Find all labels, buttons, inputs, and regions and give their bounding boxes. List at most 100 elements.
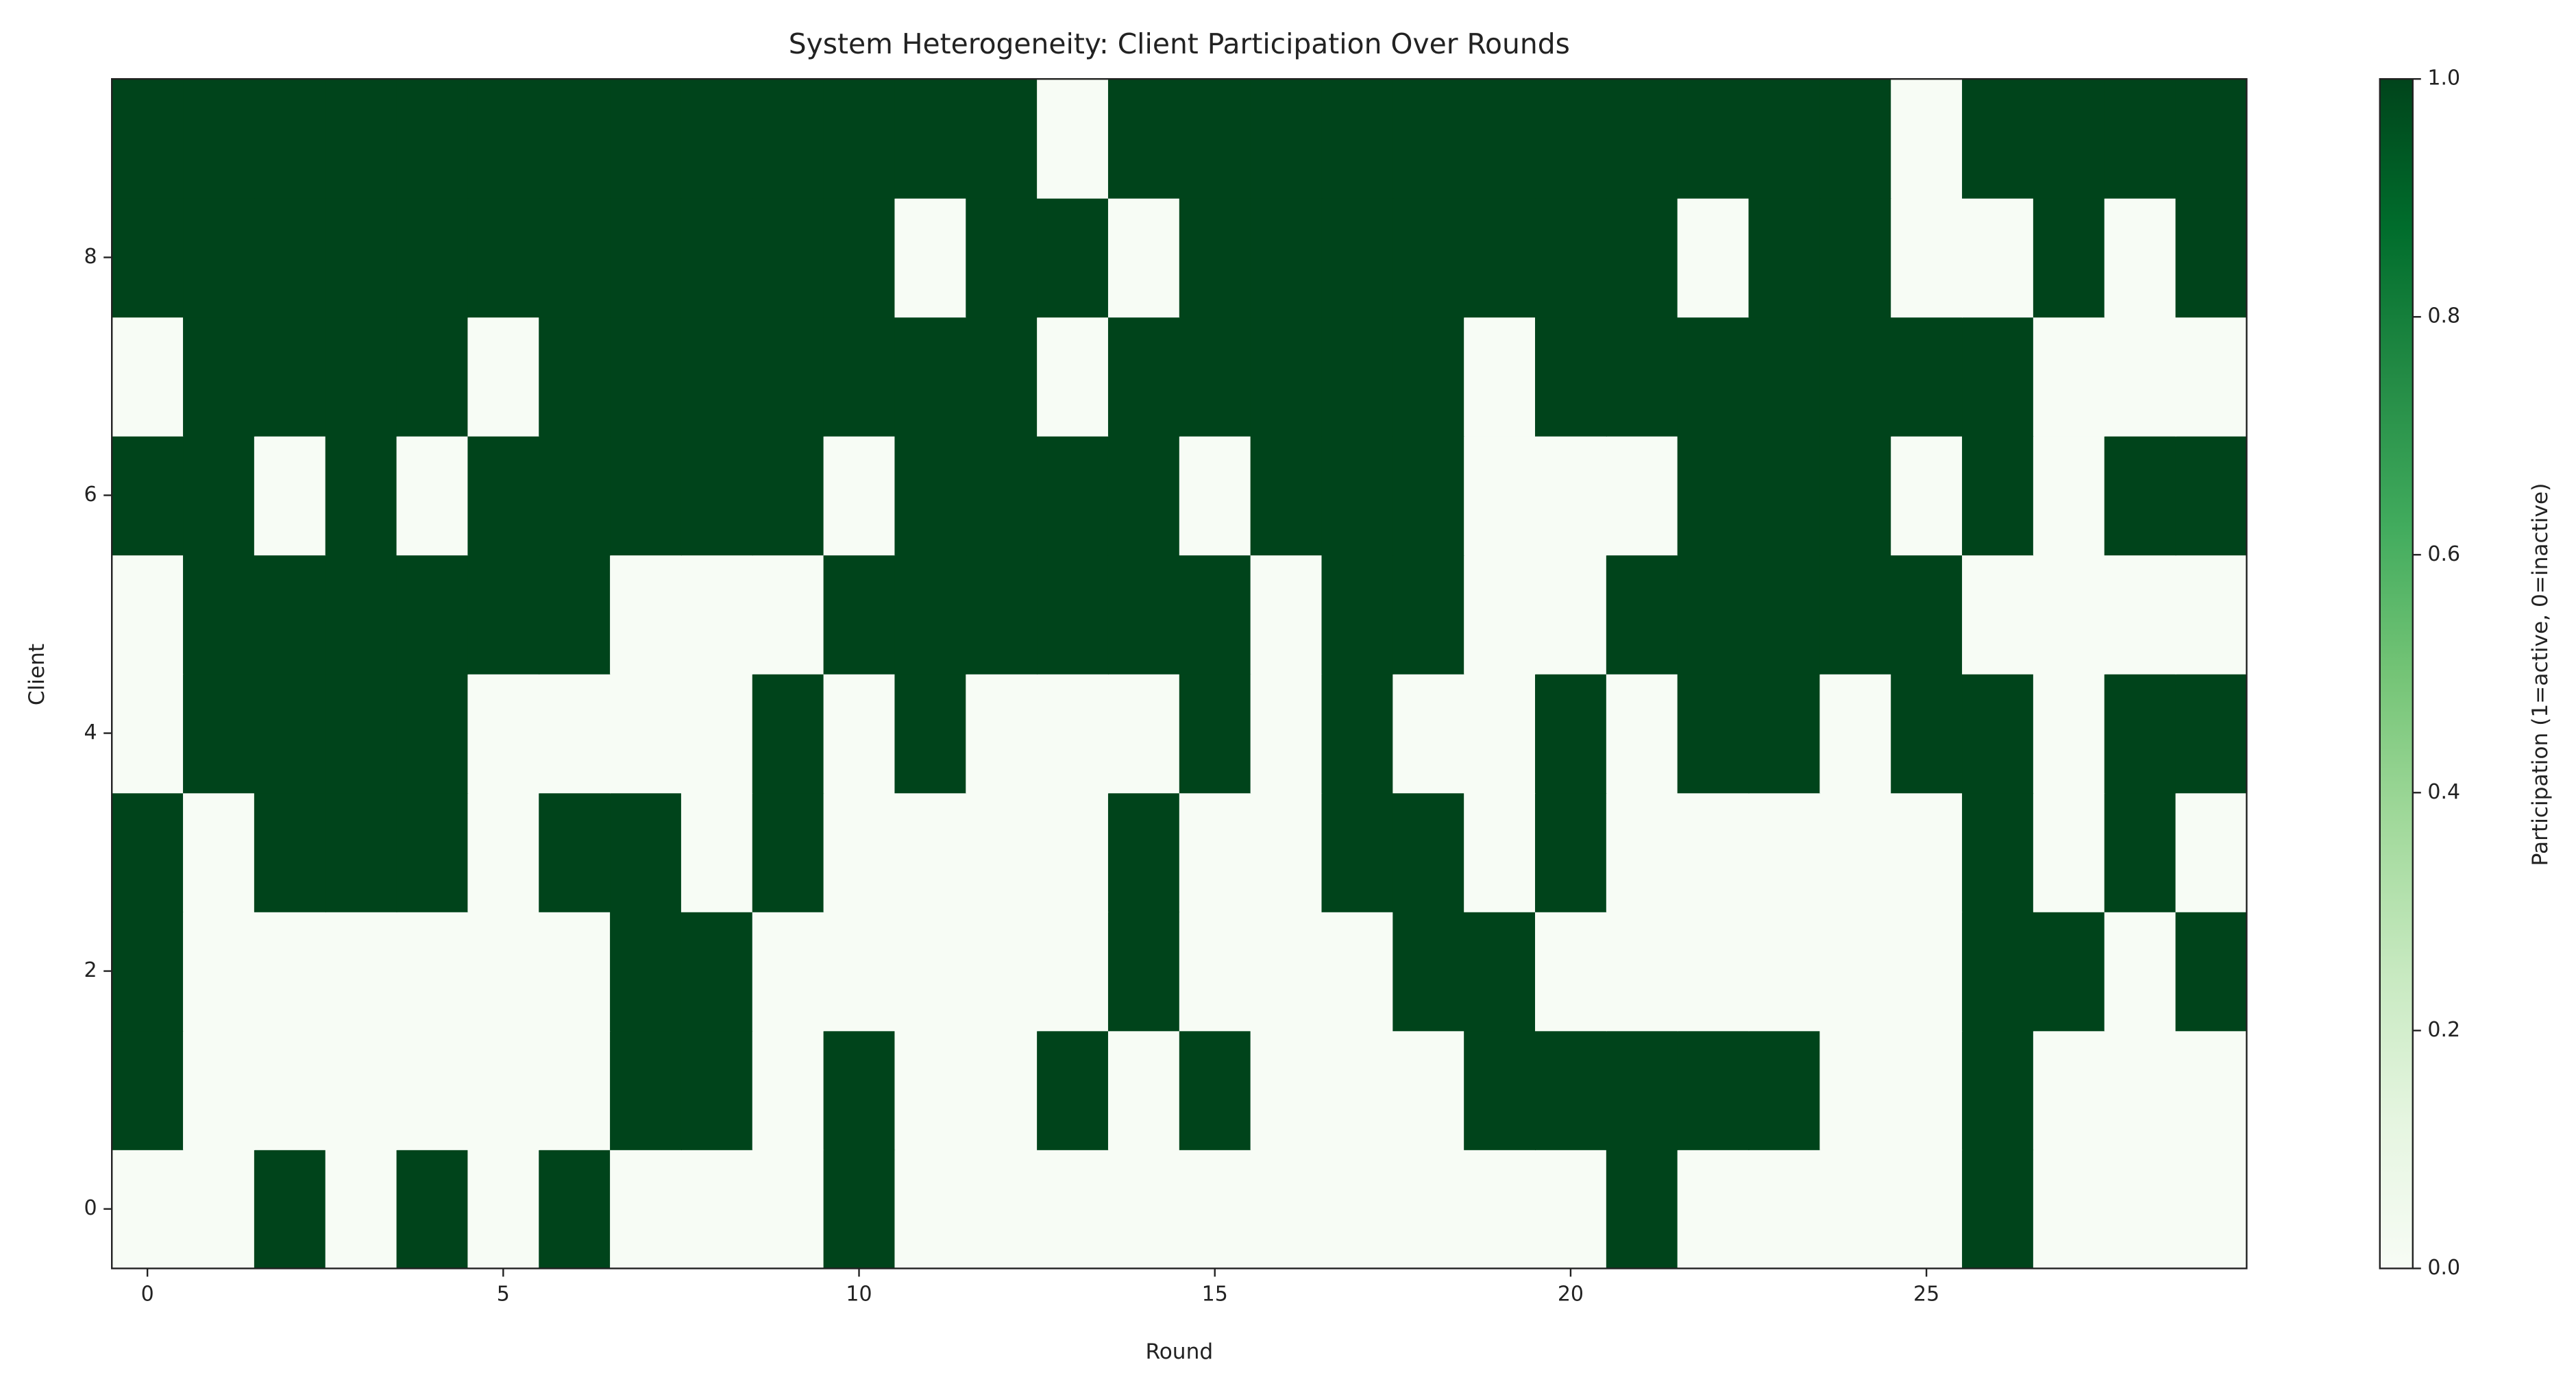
heatmap-cell [1037, 673, 1109, 794]
heatmap-cell [1891, 197, 1963, 318]
heatmap-cell [254, 555, 326, 675]
heatmap-cell [1748, 79, 1821, 199]
heatmap-cell [1107, 555, 1180, 675]
heatmap-cell [2033, 1030, 2105, 1150]
heatmap-cell [1179, 197, 1251, 318]
heatmap-cell [1393, 1149, 1465, 1270]
heatmap-cell [1107, 1030, 1180, 1150]
heatmap-cell [966, 79, 1038, 199]
heatmap-cell [1819, 673, 1892, 794]
heatmap-cell [539, 1149, 611, 1270]
y-tick-label: 0 [84, 1196, 97, 1220]
heatmap-cell [1748, 673, 1821, 794]
heatmap-cell [467, 197, 540, 318]
heatmap-cell [1962, 555, 2034, 675]
heatmap-cell [610, 1030, 682, 1150]
heatmap-cell [752, 1149, 824, 1270]
heatmap-cell [396, 79, 469, 199]
heatmap-cell [254, 1030, 326, 1150]
heatmap-cell [396, 1149, 469, 1270]
heatmap-cell [1677, 1149, 1750, 1270]
heatmap-cell [610, 79, 682, 199]
heatmap-cell [1606, 673, 1678, 794]
heatmap-cell [966, 555, 1038, 675]
colorbar-tick-label: 0.4 [2427, 780, 2460, 804]
heatmap-cell [2175, 1030, 2248, 1150]
heatmap-cell [1250, 317, 1323, 437]
heatmap-cell [894, 435, 967, 556]
heatmap-cell [610, 317, 682, 437]
heatmap-cell [823, 1030, 896, 1150]
heatmap-cell [1250, 79, 1323, 199]
heatmap-cell [752, 317, 824, 437]
x-axis-label: Round [1145, 1339, 1213, 1364]
heatmap-cell [325, 317, 397, 437]
heatmap-cell [112, 555, 184, 675]
heatmap-cell [966, 911, 1038, 1032]
heatmap-cell [823, 435, 896, 556]
heatmap-cell [539, 555, 611, 675]
heatmap-cell [1891, 1030, 1963, 1150]
heatmap-cell [610, 673, 682, 794]
heatmap-cell [1179, 792, 1251, 912]
heatmap-cell [1321, 1149, 1394, 1270]
heatmap-cell [2104, 79, 2176, 199]
heatmap-cell [894, 1149, 967, 1270]
heatmap-cell [1748, 1149, 1821, 1270]
heatmap-cell [112, 792, 184, 912]
heatmap-cell [1393, 317, 1465, 437]
heatmap-cell [1179, 673, 1251, 794]
heatmap-cell [752, 79, 824, 199]
heatmap-cell [1393, 555, 1465, 675]
heatmap-cell [1962, 673, 2034, 794]
heatmap-cell [1107, 792, 1180, 912]
heatmap-cell [539, 197, 611, 318]
heatmap-cell [1962, 317, 2034, 437]
heatmap-cell [1250, 792, 1323, 912]
heatmap-cell [467, 435, 540, 556]
heatmap-cell [1677, 673, 1750, 794]
heatmap-cell [2033, 792, 2105, 912]
heatmap-cell [680, 79, 753, 199]
heatmap-cell [610, 197, 682, 318]
heatmap-cell [396, 197, 469, 318]
heatmap-cell [1179, 911, 1251, 1032]
heatmap-cell [325, 1149, 397, 1270]
heatmap-cell [1891, 555, 1963, 675]
y-axis-label: Client [25, 644, 49, 705]
heatmap-cell [1677, 79, 1750, 199]
heatmap-cell [2033, 1149, 2105, 1270]
heatmap-cell [1962, 1149, 2034, 1270]
heatmap-cell [467, 792, 540, 912]
heatmap-cell [2033, 673, 2105, 794]
heatmap-cell [1748, 435, 1821, 556]
heatmap-cell [1321, 317, 1394, 437]
heatmap-cell [823, 79, 896, 199]
heatmap-cell [680, 792, 753, 912]
heatmap-cell [1107, 435, 1180, 556]
heatmap-cell [966, 792, 1038, 912]
heatmap-cell [610, 1149, 682, 1270]
heatmap-cell [2175, 79, 2248, 199]
heatmap-cell [1748, 1030, 1821, 1150]
heatmap-cell [1962, 911, 2034, 1032]
heatmap-cell [966, 1030, 1038, 1150]
heatmap-cell [1962, 197, 2034, 318]
heatmap-cell [1464, 197, 1536, 318]
heatmap-cell [1677, 317, 1750, 437]
heatmap-cell [680, 673, 753, 794]
heatmap-cell [2104, 317, 2176, 437]
heatmap-cell [1677, 197, 1750, 318]
heatmap-cell [752, 911, 824, 1032]
colorbar [2379, 77, 2414, 1270]
x-tick-label: 10 [846, 1282, 872, 1306]
heatmap-cell [2175, 673, 2248, 794]
heatmap-cell [539, 673, 611, 794]
heatmap-cell [1321, 197, 1394, 318]
heatmap-cell [183, 435, 255, 556]
heatmap-cell [112, 197, 184, 318]
heatmap-cell [680, 1149, 753, 1270]
colorbar-tick-label: 0.8 [2427, 304, 2460, 328]
heatmap-cell [1962, 1030, 2034, 1150]
heatmap-cell [467, 1030, 540, 1150]
